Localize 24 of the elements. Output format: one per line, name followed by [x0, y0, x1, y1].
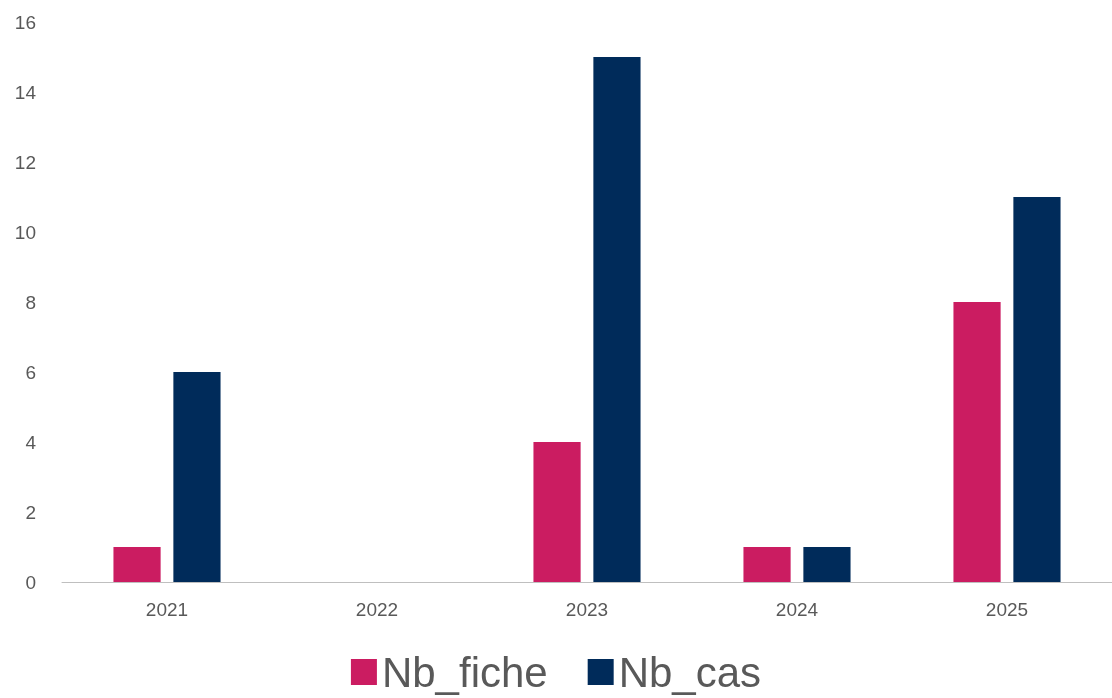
x-tick-label: 2024 [775, 599, 819, 620]
bar [953, 302, 1001, 582]
y-tick-label: 6 [25, 361, 36, 383]
x-tick-label: 2021 [145, 599, 189, 620]
y-tick-label: 4 [25, 431, 37, 453]
legend-label: Nb_cas [618, 648, 762, 696]
bar [803, 547, 851, 582]
legend-label: Nb_fiche [381, 648, 548, 696]
bar [743, 547, 791, 582]
y-tick-label: 10 [14, 221, 36, 243]
x-tick-label: 2022 [355, 599, 399, 620]
y-tick-label: 14 [14, 81, 37, 103]
bar [593, 57, 641, 582]
y-tick-label: 2 [25, 501, 36, 523]
y-tick-label: 16 [14, 11, 36, 33]
bar [533, 442, 581, 582]
y-tick-label: 12 [14, 151, 36, 173]
bar [173, 372, 221, 582]
bar [113, 547, 161, 582]
bar [1013, 197, 1061, 582]
x-tick-label: 2023 [565, 599, 609, 620]
y-tick-label: 8 [25, 291, 36, 313]
y-tick-label: 0 [25, 571, 36, 593]
x-tick-label: 2025 [985, 599, 1029, 620]
